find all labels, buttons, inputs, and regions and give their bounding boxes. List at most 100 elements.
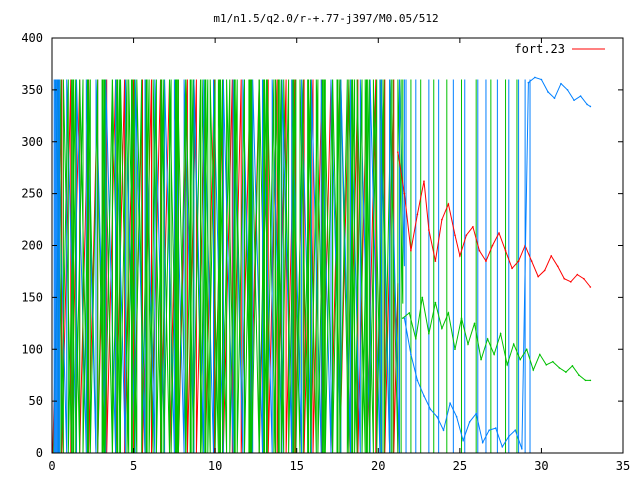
x-tick-label: 0: [48, 459, 55, 473]
series-point: [415, 338, 417, 340]
series-point: [467, 343, 469, 345]
series-point: [410, 249, 412, 252]
series-point: [525, 348, 528, 351]
y-tick-label: 150: [21, 290, 43, 304]
series-point: [416, 379, 419, 382]
series-point: [465, 234, 468, 236]
series-point: [416, 213, 419, 216]
x-tick-label: 5: [130, 459, 137, 473]
series-point: [468, 421, 471, 423]
series-point: [403, 192, 406, 195]
series-point: [447, 203, 450, 205]
series-point: [423, 180, 425, 182]
series-layer: [397, 76, 592, 450]
series-point: [498, 232, 500, 234]
series-point: [540, 78, 543, 81]
dense-region-layer: [52, 79, 531, 454]
series-point: [504, 249, 507, 252]
series-line-1: [403, 76, 591, 450]
series-point: [579, 95, 582, 97]
series-point: [494, 427, 497, 429]
series-point: [583, 277, 585, 280]
series-point: [521, 448, 523, 450]
series-point: [486, 338, 489, 340]
series-point: [547, 91, 549, 93]
dense-blue-block: [53, 79, 61, 453]
series-point: [532, 369, 535, 371]
series-point: [512, 343, 515, 345]
y-tick-label: 350: [21, 83, 43, 97]
series-point: [499, 332, 502, 335]
chart-title: m1/n1.5/q2.0/r-+.77-j397/M0.05/512: [213, 12, 438, 25]
series-point: [511, 267, 513, 270]
y-tick-label: 100: [21, 342, 43, 356]
series-point: [576, 273, 579, 276]
x-tick-label: 30: [534, 459, 548, 473]
series-point: [455, 415, 458, 418]
series-point: [553, 97, 556, 99]
series-point: [436, 415, 438, 418]
series-point: [481, 441, 484, 444]
series-point: [552, 360, 554, 363]
series-point: [460, 317, 463, 319]
series-point: [454, 348, 456, 351]
legend-label: fort.23: [514, 42, 565, 56]
series-point: [428, 229, 430, 231]
y-tick-label: 300: [21, 135, 43, 149]
series-point: [571, 365, 574, 367]
x-tick-label: 35: [616, 459, 630, 473]
series-point: [454, 234, 456, 236]
series-point: [566, 89, 569, 91]
series-point: [493, 353, 495, 356]
series-point: [514, 429, 517, 431]
series-point: [459, 255, 461, 257]
series-point: [545, 364, 548, 366]
y-tick-label: 400: [21, 31, 43, 45]
series-point: [569, 281, 572, 283]
series-point: [527, 81, 530, 84]
series-point: [473, 322, 476, 325]
series-point: [565, 371, 567, 373]
series-point: [538, 353, 541, 356]
series-point: [428, 332, 430, 335]
y-axis: 0 50 100 150 200 250 300 350 400: [21, 31, 623, 460]
x-tick-label: 15: [289, 459, 303, 473]
series-point: [519, 358, 522, 361]
series-point: [573, 99, 575, 102]
series-point: [447, 312, 450, 314]
series-point: [506, 364, 508, 366]
series-point: [423, 395, 425, 397]
series-point: [543, 269, 546, 272]
x-tick-label: 10: [208, 459, 222, 473]
series-point: [584, 379, 587, 382]
series-point: [475, 412, 477, 415]
series-point: [449, 402, 451, 405]
series-point: [488, 429, 491, 431]
series-line-2: [402, 297, 591, 381]
y-tick-label: 250: [21, 187, 43, 201]
series-point: [558, 367, 561, 369]
series-point: [397, 151, 399, 153]
series-point: [480, 358, 482, 361]
y-tick-label: 50: [29, 394, 43, 408]
series-point: [441, 218, 443, 221]
series-point: [550, 255, 553, 257]
y-tick-label: 200: [21, 239, 43, 253]
series-point: [429, 408, 432, 411]
series-point: [401, 317, 404, 319]
series-point: [410, 353, 412, 356]
series-point: [589, 286, 592, 288]
series-point: [434, 260, 437, 262]
series-point: [560, 82, 562, 85]
series-point: [563, 277, 566, 280]
x-tick-label: 25: [453, 459, 467, 473]
series-point: [408, 312, 411, 314]
series-point: [556, 265, 559, 268]
x-tick-label: 20: [371, 459, 385, 473]
series-point: [578, 374, 580, 376]
series-point: [517, 260, 520, 262]
series-point: [589, 105, 592, 108]
series-point: [530, 260, 533, 262]
series-point: [534, 76, 536, 79]
